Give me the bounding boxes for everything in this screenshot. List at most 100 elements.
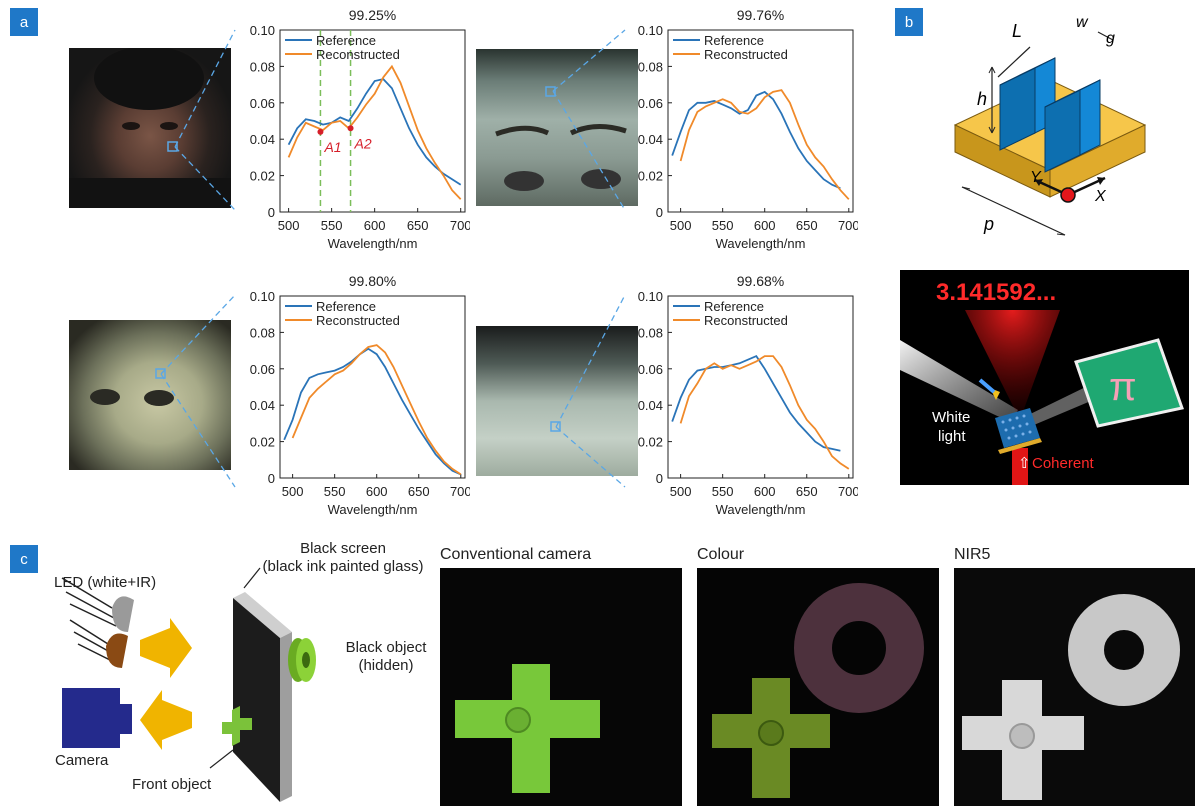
legend-label: Reconstructed (316, 313, 400, 328)
marker-point-A2 (347, 125, 354, 132)
x-tick-label: 700 (450, 484, 470, 499)
y-tick-label: 0.02 (250, 435, 275, 450)
x-tick-label: 500 (282, 484, 304, 499)
white-light-label-2: light (938, 428, 966, 445)
mask-photo-detail (90, 368, 174, 406)
series-line-reconstructed (287, 64, 462, 200)
setup-schematic (61, 567, 316, 802)
y-tick-label: 0.06 (250, 362, 275, 377)
label-w: w (1076, 14, 1089, 31)
colour-scene (712, 583, 924, 798)
chart-title: 99.25% (349, 7, 396, 23)
y-tick-label: 0.10 (638, 289, 663, 304)
front-object-label: Front object (132, 776, 212, 793)
x-tick-label: 600 (366, 484, 388, 499)
legend-label: Reconstructed (704, 47, 788, 62)
x-tick-label: 700 (838, 218, 858, 233)
plot-frame (667, 29, 854, 213)
label-p: p (983, 214, 994, 234)
panel-tag-a: a (10, 8, 38, 36)
spectrum-chart-3: 99.80% 0.10 0.08 0.06 0.04 0.02 0 500 550 600 650 7… (250, 273, 470, 517)
series-line-reconstructed (679, 89, 850, 200)
label-g: g (1106, 30, 1115, 47)
plot-frame (279, 295, 466, 479)
x-tick-label: 550 (324, 484, 346, 499)
x-tick-label: 650 (796, 484, 818, 499)
legend-label: Reconstructed (316, 47, 400, 62)
hologram-text: 3.141592... (936, 279, 1056, 306)
y-tick-label: 0 (656, 205, 663, 220)
chart-title: 99.80% (349, 273, 396, 289)
hologram-scene: π 3.141592... White light ⇧ Coherent (900, 279, 1184, 485)
marker-label-A1: A1 (323, 139, 341, 155)
label-x: X (1094, 188, 1107, 205)
x-tick-label: 700 (450, 218, 470, 233)
y-tick-label: 0.06 (638, 96, 663, 111)
nir5-title: NIR5 (954, 546, 991, 563)
x-tick-label: 550 (712, 218, 734, 233)
colour-image (697, 568, 939, 806)
pi-symbol: π (1109, 365, 1137, 409)
series-line-reference (283, 347, 462, 476)
series-line-reconstructed (679, 355, 850, 470)
y-tick-label: 0.10 (250, 289, 275, 304)
marker-label-A2: A2 (354, 135, 372, 151)
panel-tag-c: c (10, 545, 38, 573)
series-line-reference (671, 354, 841, 452)
panel-tag-b: b (895, 8, 923, 36)
series-line-reconstructed (291, 344, 462, 476)
face-photo-2 (476, 49, 638, 206)
y-tick-label: 0.04 (250, 132, 275, 147)
camera-label: Camera (55, 752, 109, 769)
hologram-demo: π 3.141592... White light ⇧ Coherent (900, 270, 1189, 485)
x-tick-label: 500 (670, 218, 692, 233)
x-tick-label: 650 (407, 218, 429, 233)
x-axis-label: Wavelength/nm (716, 236, 806, 251)
x-tick-label: 700 (838, 484, 858, 499)
label-L: L (1012, 21, 1022, 41)
mask-photo (69, 320, 231, 470)
x-tick-label: 600 (754, 218, 776, 233)
face-photo-1-detail (69, 48, 231, 208)
plot-frame (279, 29, 466, 213)
x-tick-label: 600 (364, 218, 386, 233)
x-tick-label: 500 (278, 218, 300, 233)
plot-frame (667, 295, 854, 479)
label-y: Y (1030, 169, 1042, 186)
y-tick-label: 0.08 (638, 59, 663, 74)
x-axis-label: Wavelength/nm (328, 236, 418, 251)
conventional-camera-image (440, 568, 682, 806)
series-line-reference (671, 90, 841, 190)
y-tick-label: 0 (268, 205, 275, 220)
spectrum-chart-4: 99.68% 0.10 0.08 0.06 0.04 0.02 0 500 550 600 650 7… (638, 273, 858, 517)
x-tick-label: 550 (712, 484, 734, 499)
y-tick-label: 0.10 (638, 23, 663, 38)
cloth-photo-detail (550, 421, 561, 432)
x-tick-label: 500 (670, 484, 692, 499)
y-tick-label: 0 (268, 471, 275, 486)
face-photo-2-detail (495, 86, 627, 191)
y-tick-label: 0.04 (638, 132, 663, 147)
white-light-label-1: White (932, 409, 970, 426)
x-axis-label: Wavelength/nm (716, 502, 806, 517)
legend-label: Reference (316, 299, 376, 314)
y-tick-label: 0.08 (250, 59, 275, 74)
leader-lines (160, 29, 626, 488)
black-screen-label: Black screen (black ink painted glass) (262, 540, 424, 575)
x-tick-label: 650 (408, 484, 430, 499)
black-object-label: Black object (hidden) (345, 639, 427, 674)
x-tick-label: 550 (321, 218, 343, 233)
y-tick-label: 0.10 (250, 23, 275, 38)
conventional-cross (455, 664, 600, 793)
series-line-reference (287, 78, 462, 186)
legend-label: Reconstructed (704, 313, 788, 328)
marker-point-A1 (317, 128, 324, 135)
x-axis-label: Wavelength/nm (328, 502, 418, 517)
y-tick-label: 0.02 (638, 169, 663, 184)
y-tick-label: 0.04 (638, 398, 663, 413)
nir5-image (954, 568, 1195, 806)
unit-cell-diagram: L w g h p X Y (953, 14, 1147, 236)
chart-title: 99.76% (737, 7, 784, 23)
coherent-arrow: ⇧ (1018, 455, 1031, 472)
y-tick-label: 0.06 (250, 96, 275, 111)
